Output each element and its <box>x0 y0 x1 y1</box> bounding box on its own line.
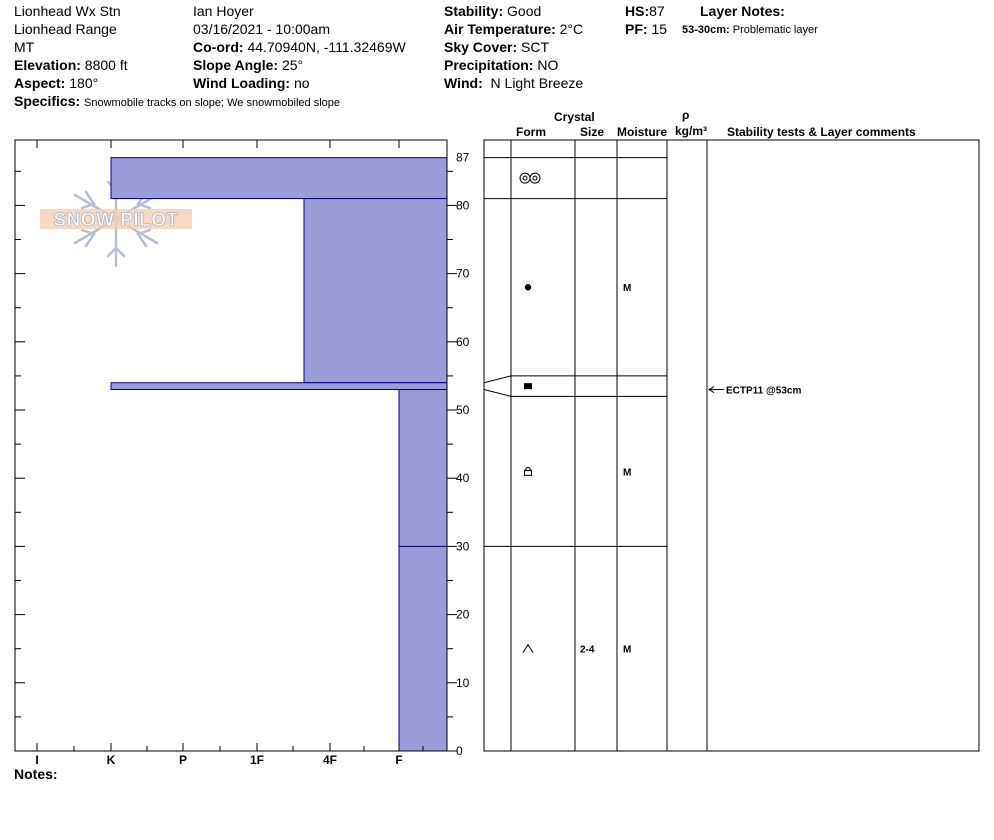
slope-label: Slope Angle: <box>193 57 279 73</box>
depth-hoar-icon <box>522 643 534 653</box>
layer-notes-label: Layer Notes: <box>700 3 785 19</box>
layer-moisture-3: M <box>623 467 631 478</box>
hs-label: HS: <box>625 3 650 19</box>
depth-label-50: 50 <box>456 403 470 417</box>
pf-label: PF: <box>625 21 648 37</box>
density-header: kg/m³ <box>675 124 708 138</box>
stability: Stability: Good <box>444 3 541 20</box>
hardness-label-K: K <box>107 753 116 767</box>
precipitation: Precipitation: NO <box>444 57 558 74</box>
hardness-label-P: P <box>179 753 187 767</box>
sky-value: SCT <box>521 39 550 55</box>
coordinates: Co-ord: 44.70940N, -111.32469W <box>193 39 406 56</box>
wind-loading-value: no <box>293 75 310 91</box>
wind: Wind: N Light Breeze <box>444 75 583 92</box>
rho-header: ρ <box>682 108 690 122</box>
slope-angle: Slope Angle: 25° <box>193 57 303 74</box>
sky-cover: Sky Cover: SCT <box>444 39 549 56</box>
hardness-label-I: I <box>35 753 38 767</box>
test-arrow-head <box>708 386 715 393</box>
aspect: Aspect: 180° <box>14 75 98 92</box>
datetime: 03/16/2021 - 10:00am <box>193 21 330 37</box>
air-temperature: Air Temperature: 2°C <box>444 21 583 38</box>
range: Lionhead Range <box>14 21 117 37</box>
depth-label-10: 10 <box>456 676 470 690</box>
depth-label-0: 0 <box>456 744 463 758</box>
melt-forms-icon-a <box>519 172 531 184</box>
pf-value: 15 <box>651 21 668 37</box>
stability-value: Good <box>507 3 542 19</box>
elevation: Elevation: 8800 ft <box>14 57 128 74</box>
hardness-layer-4 <box>398 545 448 752</box>
layer-table-frame <box>483 139 980 752</box>
wind-value: N Light Breeze <box>490 75 584 91</box>
specifics-label: Specifics: <box>14 93 81 109</box>
hardness-layer-0 <box>110 157 448 200</box>
coord-label: Co-ord: <box>193 39 244 55</box>
hardness-layer-2 <box>110 382 448 391</box>
layer-size-4: 2-4 <box>580 645 595 656</box>
moisture-header: Moisture <box>617 125 668 139</box>
hardness-label-1F: 1F <box>250 753 264 767</box>
aspect-label: Aspect: <box>14 75 66 91</box>
specifics: Specifics: Snowmobile tracks on slope; W… <box>14 93 340 112</box>
hardness-layer-1 <box>303 198 448 384</box>
depth-label-30: 30 <box>456 539 470 553</box>
hardness-label-4F: 4F <box>323 753 337 767</box>
elevation-value: 8800 ft <box>84 57 128 73</box>
coord-value: 44.70940N, -111.32469W <box>247 39 406 55</box>
hs-value: 87 <box>649 3 665 19</box>
test-label: ECTP11 @53cm <box>726 386 801 397</box>
layer-note-text: Problematic layer <box>732 24 818 36</box>
state: MT <box>14 39 35 55</box>
wind-loading: Wind Loading: no <box>193 75 310 92</box>
wind-label: Wind: <box>444 75 483 91</box>
ice-layer-icon <box>524 383 532 390</box>
hardness-label-F: F <box>395 753 402 767</box>
precip-value: NO <box>537 57 559 73</box>
melt-forms-icon-c <box>529 172 541 184</box>
air-temp-label: Air Temperature: <box>444 21 556 37</box>
pf: PF: 15 <box>625 21 667 38</box>
layer-moisture-1: M <box>623 283 631 294</box>
hs: HS:87 <box>625 3 665 20</box>
elevation-label: Elevation: <box>14 57 81 73</box>
location: Lionhead Wx Stn <box>14 3 121 19</box>
connector-54 <box>483 375 512 384</box>
hardness-layer-3 <box>398 389 448 547</box>
crystal-header: Crystal <box>554 110 595 124</box>
depth-label-80: 80 <box>456 198 470 212</box>
aspect-value: 180° <box>69 75 99 91</box>
melt-forms-icon-b <box>522 175 528 181</box>
connector-53 <box>483 389 512 397</box>
precip-label: Precipitation: <box>444 57 534 73</box>
faceted-rounded-icon-box <box>524 469 532 476</box>
size-header: Size <box>580 125 605 139</box>
logo-text: SNOW PILOT <box>53 210 178 231</box>
depth-label-87: 87 <box>456 151 470 165</box>
layer-note-range: 53-30cm: <box>682 24 730 36</box>
depth-label-70: 70 <box>456 267 470 281</box>
decomposing-icon <box>524 284 532 291</box>
melt-forms-icon-d <box>532 175 538 181</box>
wind-loading-label: Wind Loading: <box>193 75 291 91</box>
specifics-value: Snowmobile tracks on slope; We snowmobil… <box>84 97 341 109</box>
depth-label-20: 20 <box>456 608 470 622</box>
air-temp-value: 2°C <box>559 21 584 37</box>
depth-label-40: 40 <box>456 471 470 485</box>
sky-label: Sky Cover: <box>444 39 518 55</box>
faceted-rounded-icon-arc <box>525 466 531 471</box>
slope-value: 25° <box>281 57 304 73</box>
stability-label: Stability: <box>444 3 504 19</box>
layer-note: 53-30cm: Problematic layer <box>682 22 818 39</box>
snowpilot-logo: SNOW PILOT <box>40 170 192 268</box>
form-header: Form <box>516 125 546 139</box>
stability-tests-header: Stability tests & Layer comments <box>727 125 916 139</box>
layer-moisture-4: M <box>623 645 631 656</box>
depth-label-60: 60 <box>456 335 470 349</box>
hardness-frame <box>14 139 448 752</box>
notes-label: Notes: <box>14 766 58 782</box>
observer: Ian Hoyer <box>193 3 254 19</box>
